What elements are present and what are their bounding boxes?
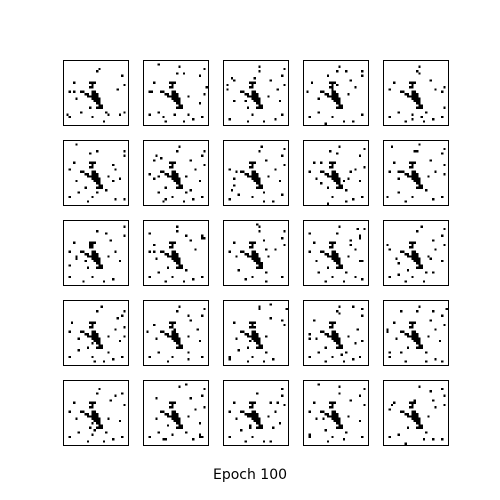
sample-image-13 bbox=[223, 220, 289, 286]
sample-pixels bbox=[228, 387, 286, 443]
sample-pixels bbox=[388, 65, 446, 123]
sample-image-17 bbox=[143, 300, 209, 366]
sample-image-21 bbox=[63, 380, 129, 446]
sample-image-23 bbox=[223, 380, 289, 446]
sample-pixels bbox=[388, 385, 446, 445]
sample-image-3 bbox=[223, 60, 289, 126]
sample-image-11 bbox=[63, 220, 129, 286]
sample-pixels bbox=[308, 225, 366, 283]
sample-image-18 bbox=[223, 300, 289, 366]
sample-pixels bbox=[308, 145, 366, 205]
sample-image-6 bbox=[63, 140, 129, 206]
sample-image-10 bbox=[383, 140, 449, 206]
figure-caption: Epoch 100 bbox=[212, 467, 288, 483]
sample-image-15 bbox=[383, 220, 449, 286]
sample-pixels bbox=[68, 143, 126, 203]
sample-pixels bbox=[66, 67, 126, 123]
sample-pixels bbox=[228, 145, 286, 203]
sample-pixels bbox=[306, 65, 364, 125]
sample-pixels bbox=[386, 225, 446, 283]
sample-pixels bbox=[148, 383, 206, 441]
sample-image-25 bbox=[383, 380, 449, 446]
sample-image-16 bbox=[63, 300, 129, 366]
sample-image-4 bbox=[303, 60, 369, 126]
sample-pixels bbox=[68, 225, 126, 283]
sample-pixels bbox=[68, 305, 126, 363]
sample-pixels bbox=[228, 223, 286, 283]
sample-image-5 bbox=[383, 60, 449, 126]
sample-pixels bbox=[148, 145, 206, 203]
sample-image-14 bbox=[303, 220, 369, 286]
sample-image-19 bbox=[303, 300, 369, 366]
sample-pixels bbox=[228, 303, 288, 363]
sample-pixels bbox=[386, 305, 448, 363]
sample-pixels bbox=[148, 225, 206, 283]
sample-pixels bbox=[226, 65, 286, 123]
sample-image-8 bbox=[223, 140, 289, 206]
sample-pixels bbox=[68, 387, 126, 443]
sample-image-7 bbox=[143, 140, 209, 206]
sample-image-22 bbox=[143, 380, 209, 446]
sample-image-9 bbox=[303, 140, 369, 206]
sample-pixels bbox=[386, 143, 446, 203]
sample-image-24 bbox=[303, 380, 369, 446]
sample-pixels bbox=[146, 305, 206, 363]
sample-image-20 bbox=[383, 300, 449, 366]
sample-pixels bbox=[148, 63, 208, 123]
sample-image-12 bbox=[143, 220, 209, 286]
sample-pixels bbox=[308, 305, 364, 363]
sample-image-2 bbox=[143, 60, 209, 126]
sample-pixels bbox=[308, 383, 366, 443]
sample-image-1 bbox=[63, 60, 129, 126]
